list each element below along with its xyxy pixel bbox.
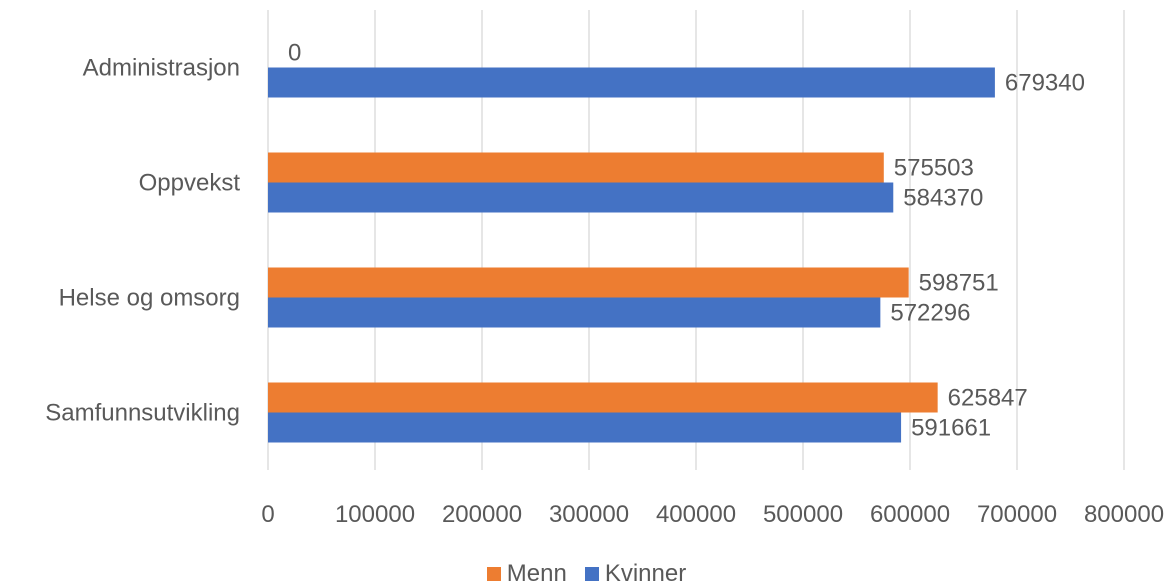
- bar-kvinner: [268, 412, 902, 443]
- data-label: 598751: [919, 270, 999, 297]
- x-tick-label: 600000: [870, 501, 950, 528]
- x-tick-label: 200000: [442, 501, 522, 528]
- bar-chart: 0 679340 575503 584370 598751 572296 625847 591…: [45, 10, 1164, 528]
- data-label: 0: [288, 40, 301, 67]
- bar-menn: [268, 152, 884, 183]
- x-tick-label: 300000: [549, 501, 629, 528]
- x-tick-label: 0: [261, 501, 274, 528]
- x-tick-label: 100000: [335, 501, 415, 528]
- bar-kvinner: [268, 297, 881, 328]
- data-labels: 0 679340 575503 584370 598751 572296 625847 591…: [288, 40, 1085, 442]
- bar-menn: [268, 382, 938, 413]
- legend-label-kvinner: Kvinner: [604, 560, 687, 587]
- x-tick-label: 400000: [656, 501, 736, 528]
- legend-swatch-menn: [486, 567, 501, 581]
- category-label: Administrasjon: [83, 55, 240, 82]
- category-labels: Administrasjon Oppvekst Helse og omsorg Sam…: [45, 55, 240, 427]
- legend: Menn Kvinner: [0, 560, 1173, 588]
- data-label: 584370: [903, 185, 983, 212]
- bar-kvinner: [268, 182, 894, 213]
- bar-menn: [268, 267, 909, 298]
- x-tick-label: 700000: [977, 501, 1057, 528]
- data-label: 572296: [890, 300, 970, 327]
- legend-label-menn: Menn: [506, 560, 567, 587]
- category-label: Samfunnsutvikling: [45, 400, 240, 427]
- bar-kvinner: [268, 67, 995, 98]
- data-label: 575503: [894, 155, 974, 182]
- data-label: 591661: [911, 415, 991, 442]
- bars: [268, 67, 995, 443]
- x-tick-label: 500000: [763, 501, 843, 528]
- data-label: 625847: [948, 385, 1028, 412]
- data-label: 679340: [1005, 70, 1085, 97]
- x-axis-tick-labels: 0 100000 200000 300000 400000 500000 600000 700…: [261, 501, 1164, 528]
- legend-swatch-kvinner: [584, 567, 599, 581]
- category-label: Helse og omsorg: [59, 285, 240, 312]
- category-label: Oppvekst: [139, 170, 241, 197]
- legend-item-menn: Menn: [486, 560, 567, 588]
- legend-item-kvinner: Kvinner: [584, 560, 687, 588]
- x-tick-label: 800000: [1084, 501, 1164, 528]
